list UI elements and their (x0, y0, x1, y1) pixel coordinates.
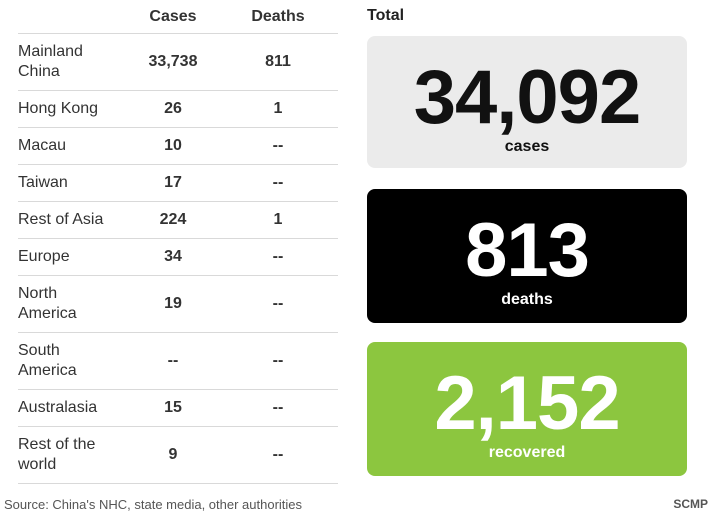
cases-value: 34 (164, 248, 182, 265)
region-name-line: world (18, 456, 57, 473)
deaths-value: -- (272, 174, 284, 191)
region-name-line: America (18, 305, 77, 322)
table-row: North America 19 -- (18, 276, 338, 333)
cases-value: 26 (164, 100, 182, 117)
deaths-value: -- (272, 352, 284, 369)
region-name-line: China (18, 63, 60, 80)
deaths-value: 1 (273, 100, 283, 117)
deaths-value: -- (272, 137, 284, 154)
table-row: Mainland China 33,738 811 (18, 34, 338, 91)
region-name-line: South (18, 342, 60, 359)
cases-value: 10 (164, 137, 182, 154)
table-row: Rest of Asia 224 1 (18, 202, 338, 239)
total-cases-value: 34,092 (413, 55, 641, 140)
source-note: Source: China's NHC, state media, other … (4, 497, 303, 512)
cases-card: 34,092 cases (367, 36, 687, 168)
region-name: Hong Kong (18, 99, 128, 119)
region-name-line: Australasia (18, 399, 98, 416)
deaths-value: 1 (273, 211, 283, 228)
deaths-value: -- (272, 295, 284, 312)
cases-value: 17 (164, 174, 182, 191)
table-row: Taiwan 17 -- (18, 165, 338, 202)
total-deaths-value: 813 (465, 208, 590, 293)
table-row: Australasia 15 -- (18, 390, 338, 427)
table-row: South America -- -- (18, 333, 338, 390)
table-row: Europe 34 -- (18, 239, 338, 276)
total-recovered-value: 2,152 (434, 361, 620, 446)
region-name: Macau (18, 136, 128, 156)
region-name: North America (18, 284, 128, 324)
region-table: Cases Deaths Mainland China 33,738 811 Hong … (18, 0, 338, 484)
cases-value: 33,738 (148, 53, 198, 70)
table-row: Hong Kong 26 1 (18, 91, 338, 128)
region-name-line: Hong Kong (18, 100, 99, 117)
cases-value: 15 (164, 399, 182, 416)
region-name-line: Rest of the (18, 436, 96, 453)
table-header: Cases Deaths (18, 0, 338, 34)
region-name-line: North (18, 285, 58, 302)
total-deaths-label: deaths (501, 291, 553, 308)
cases-value: -- (167, 352, 179, 369)
region-name: Rest of Asia (18, 210, 128, 230)
table-row: Macau 10 -- (18, 128, 338, 165)
region-name: Taiwan (18, 173, 128, 193)
region-name-line: Taiwan (18, 174, 68, 191)
recovered-card: 2,152 recovered (367, 342, 687, 476)
total-cases-label: cases (504, 138, 550, 155)
total-recovered-label: recovered (488, 444, 566, 461)
region-name: Australasia (18, 398, 128, 418)
deaths-card: 813 deaths (367, 189, 687, 323)
table-row: Rest of the world 9 -- (18, 427, 338, 484)
region-name-line: Mainland (18, 43, 83, 60)
region-name: South America (18, 341, 128, 381)
header-deaths: Deaths (251, 8, 305, 25)
publisher-credit: SCMP (673, 497, 708, 511)
deaths-value: -- (272, 446, 284, 463)
region-name: Mainland China (18, 42, 128, 82)
region-name-line: America (18, 362, 77, 379)
table-body: Mainland China 33,738 811 Hong Kong 26 1 Macau 1… (18, 34, 338, 484)
header-cases: Cases (149, 8, 197, 25)
deaths-value: -- (272, 399, 284, 416)
region-name-line: Rest of Asia (18, 211, 104, 228)
deaths-value: 811 (265, 53, 291, 70)
region-name-line: Europe (18, 248, 70, 265)
total-title: Total (367, 7, 405, 24)
region-name-line: Macau (18, 137, 67, 154)
cases-value: 19 (164, 295, 182, 312)
cases-value: 224 (159, 211, 187, 228)
region-name: Europe (18, 247, 128, 267)
region-name: Rest of the world (18, 435, 128, 475)
cases-value: 9 (168, 446, 178, 463)
deaths-value: -- (272, 248, 284, 265)
